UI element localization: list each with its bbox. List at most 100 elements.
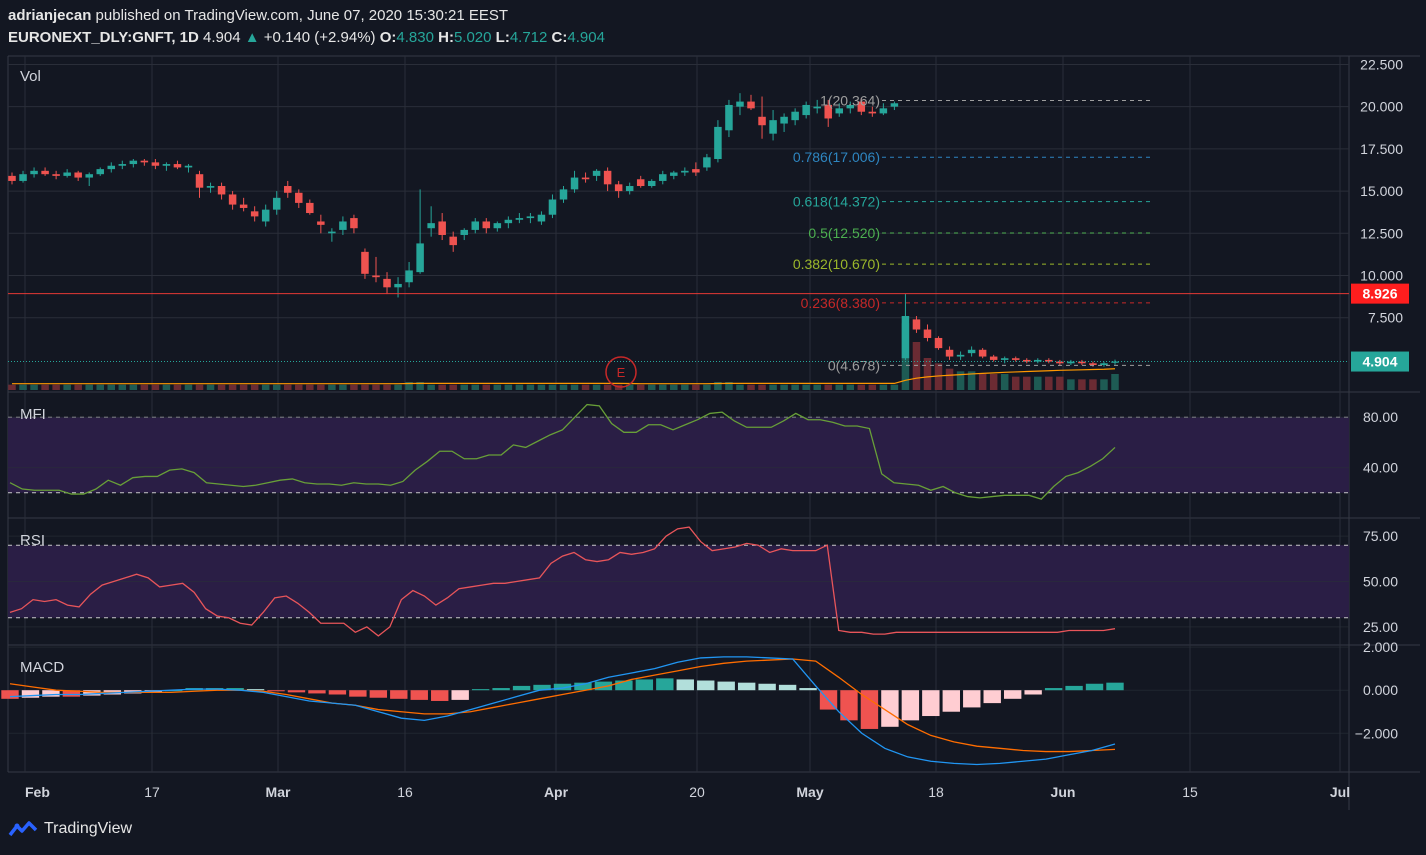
volume-bar xyxy=(923,358,932,390)
price-change: +0.140 (+2.94%) xyxy=(263,29,376,46)
chart-canvas[interactable]: Feb 17 Mar 16 Apr 20 May 18 Jun 15 Jul 22.500 20.000… xyxy=(0,0,1426,810)
volume-bar xyxy=(515,384,524,390)
time-axis-label: Feb xyxy=(25,784,50,800)
volume-bar xyxy=(195,384,204,390)
fib-level-label: 0.786(17.006) xyxy=(793,149,880,165)
volume-bar xyxy=(526,384,535,390)
candle-body xyxy=(162,164,171,166)
macd-histogram-bar xyxy=(697,680,715,691)
price-axis-label: 12.500 xyxy=(1360,225,1403,241)
volume-bar xyxy=(317,384,325,390)
macd-histogram-bar xyxy=(983,690,1001,704)
volume-bar xyxy=(239,384,248,390)
candle-body xyxy=(1078,361,1086,364)
symbol-name[interactable]: EURONEXT_DLY:GNFT, 1D xyxy=(8,29,199,46)
macd-axis-label: −2.000 xyxy=(1355,725,1398,741)
candle-body xyxy=(857,101,866,112)
volume-bar xyxy=(659,384,667,390)
volume-bar xyxy=(570,384,579,390)
macd-axis-label: 0.000 xyxy=(1363,682,1398,698)
candle-body xyxy=(548,199,557,215)
tradingview-logo[interactable]: TradingView xyxy=(8,820,132,838)
volume-bar xyxy=(52,384,60,390)
volume-bar xyxy=(173,384,182,390)
macd-histogram-bar xyxy=(942,690,960,712)
macd-histogram-bar xyxy=(901,690,920,721)
volume-bar xyxy=(802,384,810,390)
macd-histogram-bar xyxy=(226,688,244,691)
volume-bar xyxy=(714,382,722,390)
candle-body xyxy=(85,174,93,178)
macd-axis-label: 2.000 xyxy=(1363,639,1398,655)
volume-bar xyxy=(1078,379,1086,390)
macd-histogram-bar xyxy=(246,689,265,691)
volume-bar xyxy=(636,384,645,390)
candle-body xyxy=(537,214,546,222)
volume-bar xyxy=(162,384,171,390)
rsi-axis-label: 25.00 xyxy=(1363,619,1398,635)
candle-body xyxy=(195,174,204,188)
volume-bar xyxy=(758,384,766,390)
candle-body xyxy=(813,106,821,109)
publish-text: published on TradingView.com, June 07, 2… xyxy=(91,7,509,24)
candle-body xyxy=(460,229,468,235)
horizontal-line-price-text: 8.926 xyxy=(1362,286,1397,302)
time-axis-label: Jun xyxy=(1051,784,1076,800)
macd-signal-line xyxy=(9,658,1116,753)
candle-body xyxy=(394,283,402,288)
volume-bar xyxy=(945,368,954,390)
volume-bar xyxy=(725,382,733,390)
volume-bar xyxy=(1100,379,1108,390)
volume-bar xyxy=(493,384,502,390)
volume-bar xyxy=(394,384,402,390)
candle-body xyxy=(636,179,645,187)
candle-body xyxy=(515,218,524,220)
volume-bar xyxy=(857,384,866,390)
candle-body xyxy=(967,349,976,354)
fib-level-label: 0.5(12.520) xyxy=(808,225,880,241)
volume-bar xyxy=(592,384,601,390)
fib-level-label: 0.236(8.380) xyxy=(801,295,880,311)
volume-bar xyxy=(1067,379,1075,390)
candle-body xyxy=(306,202,314,214)
volume-bar xyxy=(74,384,82,390)
volume-bar xyxy=(30,384,38,390)
author-name[interactable]: adrianjecan xyxy=(8,7,92,24)
candle-body xyxy=(295,192,303,203)
horizontal-line-price-tag xyxy=(1351,283,1409,304)
candle-body xyxy=(956,354,965,357)
volume-bar xyxy=(603,384,612,390)
volume-bar xyxy=(559,384,568,390)
volume-bar xyxy=(63,384,71,390)
volume-bar xyxy=(283,384,292,390)
candle-body xyxy=(945,349,954,357)
candle-body xyxy=(614,184,623,192)
candle-body xyxy=(339,221,347,230)
candle-body xyxy=(824,104,832,119)
high-label: H: xyxy=(438,29,454,46)
volume-bar xyxy=(350,384,358,390)
mfi-axis-label: 40.00 xyxy=(1363,460,1398,476)
time-axis-label: May xyxy=(796,784,823,800)
volume-bar xyxy=(361,384,369,390)
candle-body xyxy=(129,160,138,165)
candle-body xyxy=(659,174,667,181)
fib-level-label: 0.382(10.670) xyxy=(793,256,880,272)
candle-body xyxy=(780,116,788,124)
candle-body xyxy=(471,221,480,230)
candle-body xyxy=(206,186,215,188)
volume-bar xyxy=(956,371,965,390)
volume-bar xyxy=(791,384,799,390)
volume-bar xyxy=(471,384,480,390)
candle-body xyxy=(1000,358,1009,360)
candle-body xyxy=(1089,363,1097,365)
volume-bar xyxy=(427,384,435,390)
rsi-line xyxy=(9,526,1116,637)
volume-bar xyxy=(692,384,700,390)
volume-bar xyxy=(328,384,336,390)
time-axis-label: 18 xyxy=(928,784,944,800)
candle-body xyxy=(1011,358,1020,360)
macd-histogram-bar xyxy=(1,690,19,699)
volume-bar xyxy=(228,384,237,390)
candle-body xyxy=(725,104,733,131)
